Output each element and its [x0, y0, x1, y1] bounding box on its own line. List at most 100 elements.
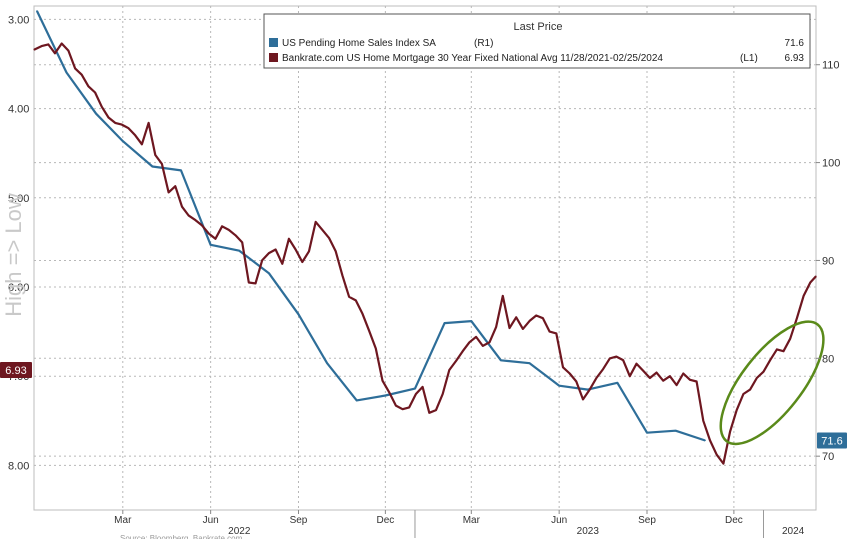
series-1-point-95 — [669, 375, 671, 377]
series-1-point-114 — [796, 317, 798, 319]
series-0-point-1 — [65, 71, 68, 74]
series-1-point-15 — [134, 134, 136, 136]
series-1-point-64 — [462, 350, 464, 352]
series-1-point-66 — [475, 336, 477, 338]
last-value-tag-1 — [0, 361, 32, 378]
series-1-point-24 — [194, 219, 196, 221]
series-1-point-111 — [776, 348, 778, 351]
series-1-point-103 — [722, 463, 724, 465]
series-1-point-108 — [756, 377, 758, 379]
series-1-point-52 — [381, 380, 384, 382]
series-1-point-67 — [482, 345, 484, 347]
legend-last-value: 6.93 — [785, 53, 805, 64]
series-1-point-59 — [428, 412, 430, 414]
series-1-point-17 — [147, 122, 150, 124]
series-1-point-7 — [81, 74, 83, 76]
series-1-point-107 — [749, 388, 751, 391]
legend-series-name: US Pending Home Sales Index SA — [282, 38, 436, 49]
series-1-point-57 — [415, 393, 417, 395]
series-1-point-88 — [622, 359, 624, 361]
series-1-point-42 — [315, 221, 317, 223]
right-tick-label: 100 — [822, 158, 840, 170]
series-1-point-56 — [408, 406, 410, 409]
series-1-point-30 — [234, 234, 237, 236]
series-1-point-90 — [635, 363, 638, 365]
series-0-point-22 — [675, 430, 677, 432]
series-1-point-49 — [361, 313, 364, 315]
series-1-point-14 — [127, 127, 130, 129]
series-1-point-22 — [181, 206, 183, 208]
series-1-point-89 — [629, 375, 631, 377]
series-1-point-33 — [254, 282, 257, 285]
series-1-point-18 — [154, 154, 156, 156]
series-1-point-1 — [41, 45, 43, 47]
series-1-point-97 — [682, 372, 684, 375]
series-0-point-17 — [528, 362, 531, 364]
series-1-point-82 — [582, 398, 584, 400]
series-1-point-79 — [562, 366, 564, 368]
legend-series-name: Bankrate.com US Home Mortgage 30 Year Fi… — [282, 53, 663, 64]
last-value-label: 71.6 — [821, 436, 842, 448]
series-1-point-113 — [789, 338, 791, 340]
series-0-point-2 — [95, 113, 97, 115]
x-year-label: 2024 — [782, 526, 805, 537]
series-1-point-104 — [729, 430, 731, 433]
x-tick-label: Sep — [638, 515, 656, 526]
series-0-point-19 — [587, 389, 589, 391]
legend-swatch-1 — [269, 53, 278, 62]
x-tick-label: Jun — [551, 515, 567, 526]
series-1-point-71 — [508, 327, 511, 329]
x-tick-label: Sep — [290, 515, 308, 526]
series-1-point-8 — [87, 85, 90, 87]
series-0-point-15 — [470, 320, 472, 322]
plot-frame — [33, 5, 817, 511]
series-0-point-7 — [238, 250, 240, 252]
series-1-point-75 — [535, 314, 537, 317]
right-tick-label: 70 — [822, 451, 834, 463]
series-1-point-73 — [522, 328, 524, 330]
left-tick-label: 4.00 — [8, 104, 29, 116]
series-1-point-55 — [401, 408, 404, 410]
series-1-point-47 — [348, 296, 350, 298]
series-1-point-34 — [261, 259, 263, 261]
series-1-point-51 — [375, 347, 377, 350]
series-1-point-25 — [201, 224, 203, 227]
series-1-point-44 — [328, 237, 330, 239]
last-value-tag-0 — [817, 432, 847, 449]
series-1-point-62 — [448, 369, 450, 371]
series-0-point-20 — [616, 382, 618, 384]
series-1-point-20 — [168, 191, 170, 194]
annotations — [719, 320, 825, 446]
series-0-point-10 — [326, 362, 328, 364]
series-1-point-60 — [435, 409, 437, 411]
series-0-point-0 — [36, 10, 38, 12]
x-tick-label: Jun — [203, 515, 219, 526]
x-tick-label: Mar — [114, 515, 132, 526]
series-1-point-27 — [214, 238, 217, 240]
series-1-point-63 — [455, 360, 457, 362]
series-1-point-100 — [702, 420, 704, 422]
series-1-point-78 — [555, 332, 557, 334]
series-line-0 — [35, 10, 706, 442]
series-1-point-40 — [301, 261, 303, 263]
legend-last-value: 71.6 — [785, 38, 805, 49]
right-tick-label: 90 — [822, 255, 834, 267]
series-1-point-93 — [655, 372, 658, 374]
series-1-point-99 — [696, 380, 698, 383]
series-1-point-41 — [308, 250, 310, 252]
series-0-point-9 — [297, 313, 300, 315]
series-1-point-36 — [274, 248, 277, 251]
series-1-point-16 — [141, 143, 143, 145]
series-1-point-106 — [742, 393, 745, 395]
x-tick-label: Mar — [463, 515, 481, 526]
series-1-point-91 — [642, 370, 644, 372]
legend-header: Last Price — [514, 21, 563, 33]
series-1-point-87 — [615, 355, 618, 358]
x-year-label: 2022 — [228, 526, 251, 537]
series-0-point-16 — [500, 359, 502, 361]
series-1-point-19 — [161, 163, 163, 165]
series-1-point-21 — [174, 185, 176, 187]
series-1-point-98 — [689, 379, 691, 381]
